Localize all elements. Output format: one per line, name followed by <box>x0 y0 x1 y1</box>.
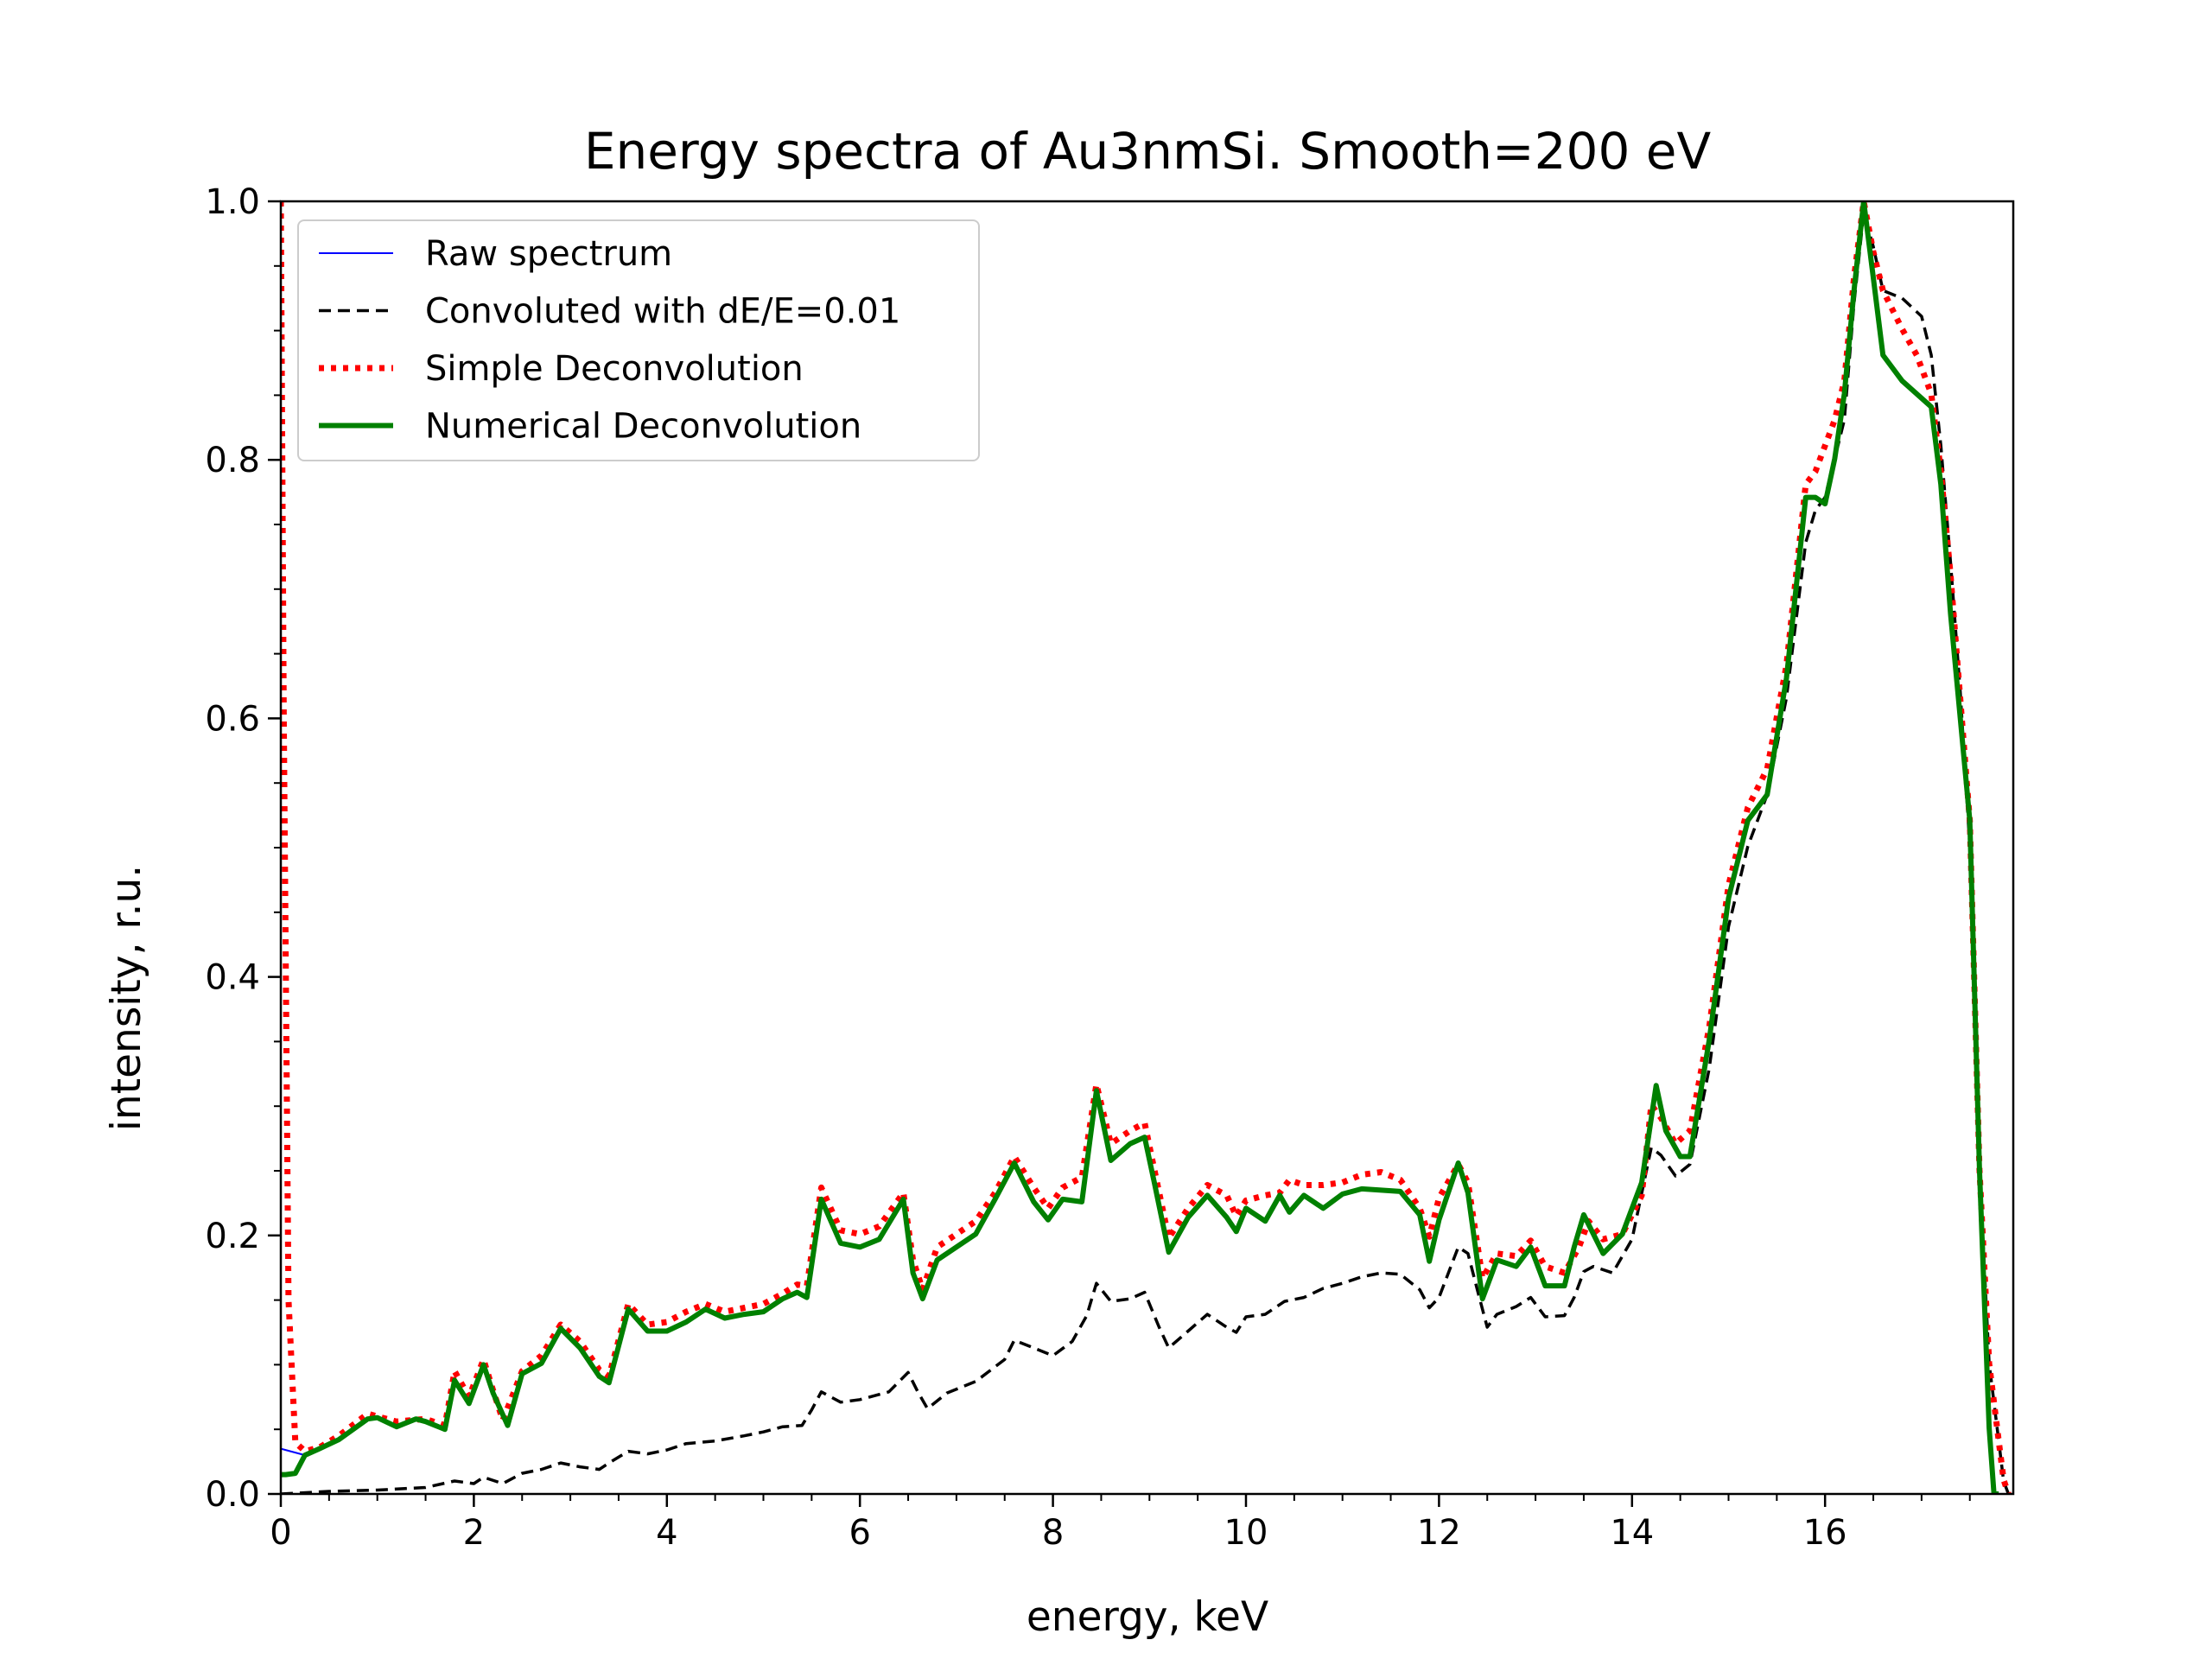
y-axis-ticks: 0.0 0.2 0.4 0.6 0.8 1.0 <box>205 182 281 1515</box>
x-axis-ticks: 0 2 4 6 8 10 12 14 16 <box>270 1494 1971 1553</box>
y-tick-label: 0.0 <box>205 1475 260 1515</box>
x-tick-label: 12 <box>1417 1513 1461 1553</box>
legend-label: Raw spectrum <box>425 234 672 274</box>
x-tick-label: 14 <box>1610 1513 1654 1553</box>
y-tick-label: 0.4 <box>205 958 260 998</box>
x-tick-label: 2 <box>463 1513 485 1553</box>
y-tick-label: 0.8 <box>205 441 260 480</box>
x-tick-label: 8 <box>1042 1513 1064 1553</box>
x-tick-label: 0 <box>270 1513 291 1553</box>
series-line-1 <box>281 211 2011 1494</box>
chart-title: Energy spectra of Au3nmSi. Smooth=200 eV <box>584 122 1712 181</box>
x-tick-label: 4 <box>656 1513 677 1553</box>
x-tick-label: 6 <box>849 1513 870 1553</box>
x-tick-label: 10 <box>1224 1513 1268 1553</box>
y-tick-label: 0.2 <box>205 1217 260 1256</box>
legend-box <box>297 219 980 461</box>
legend-label: Simple Deconvolution <box>425 349 804 389</box>
series-lines <box>281 201 2012 1494</box>
series-line-2 <box>281 201 2012 1494</box>
legend-label: Convoluted with dE/E=0.01 <box>425 292 900 332</box>
y-tick-label: 0.6 <box>205 699 260 739</box>
x-tick-label: 16 <box>1803 1513 1847 1553</box>
series-line-0 <box>281 1447 306 1457</box>
legend-label: Numerical Deconvolution <box>425 407 861 447</box>
y-axis-label: intensity, r.u. <box>103 865 150 1131</box>
x-axis-label: energy, keV <box>1027 1593 1268 1641</box>
series-line-3 <box>281 201 1999 1494</box>
legend: Raw spectrum Convoluted with dE/E=0.01 Sim… <box>297 219 980 461</box>
y-tick-label: 1.0 <box>205 182 260 222</box>
